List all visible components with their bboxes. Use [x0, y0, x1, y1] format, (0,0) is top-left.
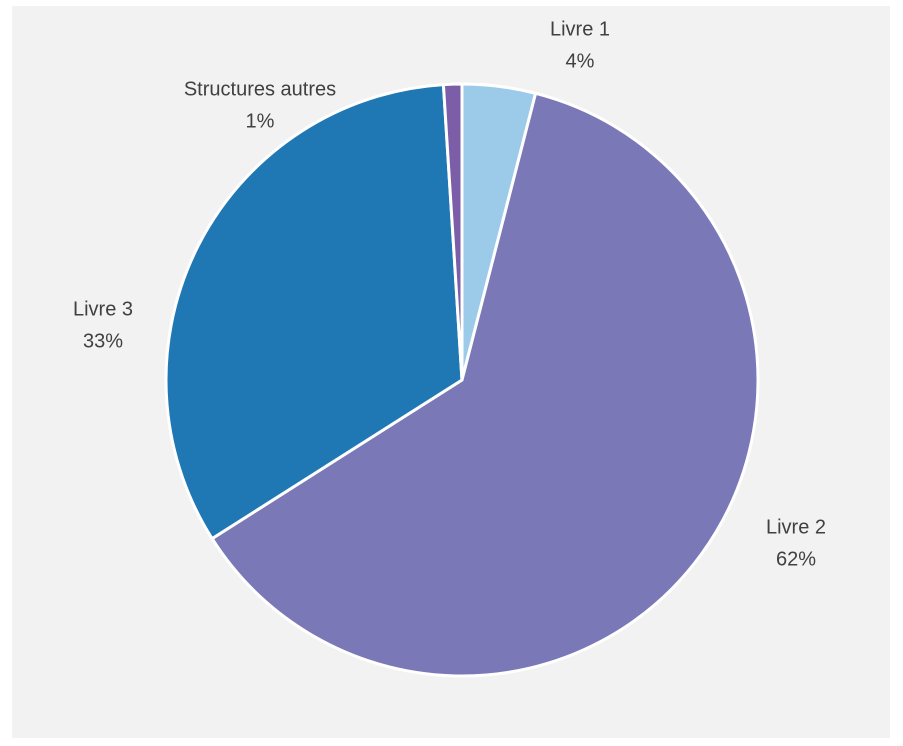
- data-label-value-livre-1: 4%: [566, 50, 595, 72]
- data-label-name-livre-1: Livre 1: [550, 18, 610, 40]
- data-label-value-structures-autres: 1%: [246, 110, 275, 132]
- pie-slice-livre-3: [164, 83, 464, 541]
- pie-slices: [164, 82, 760, 678]
- data-label-value-livre-2: 62%: [776, 548, 816, 570]
- data-label-name-livre-3: Livre 3: [73, 298, 133, 320]
- data-label-name-structures-autres: Structures autres: [184, 78, 336, 100]
- data-label-value-livre-3: 33%: [83, 330, 123, 352]
- pie-slice-structures-autres: [441, 82, 464, 382]
- pie-labels: Livre 1 4% Livre 2 62% Livre 3 33% Structures …: [73, 18, 826, 570]
- pie-slice-livre-2: [210, 91, 760, 678]
- data-label-name-livre-2: Livre 2: [766, 516, 826, 538]
